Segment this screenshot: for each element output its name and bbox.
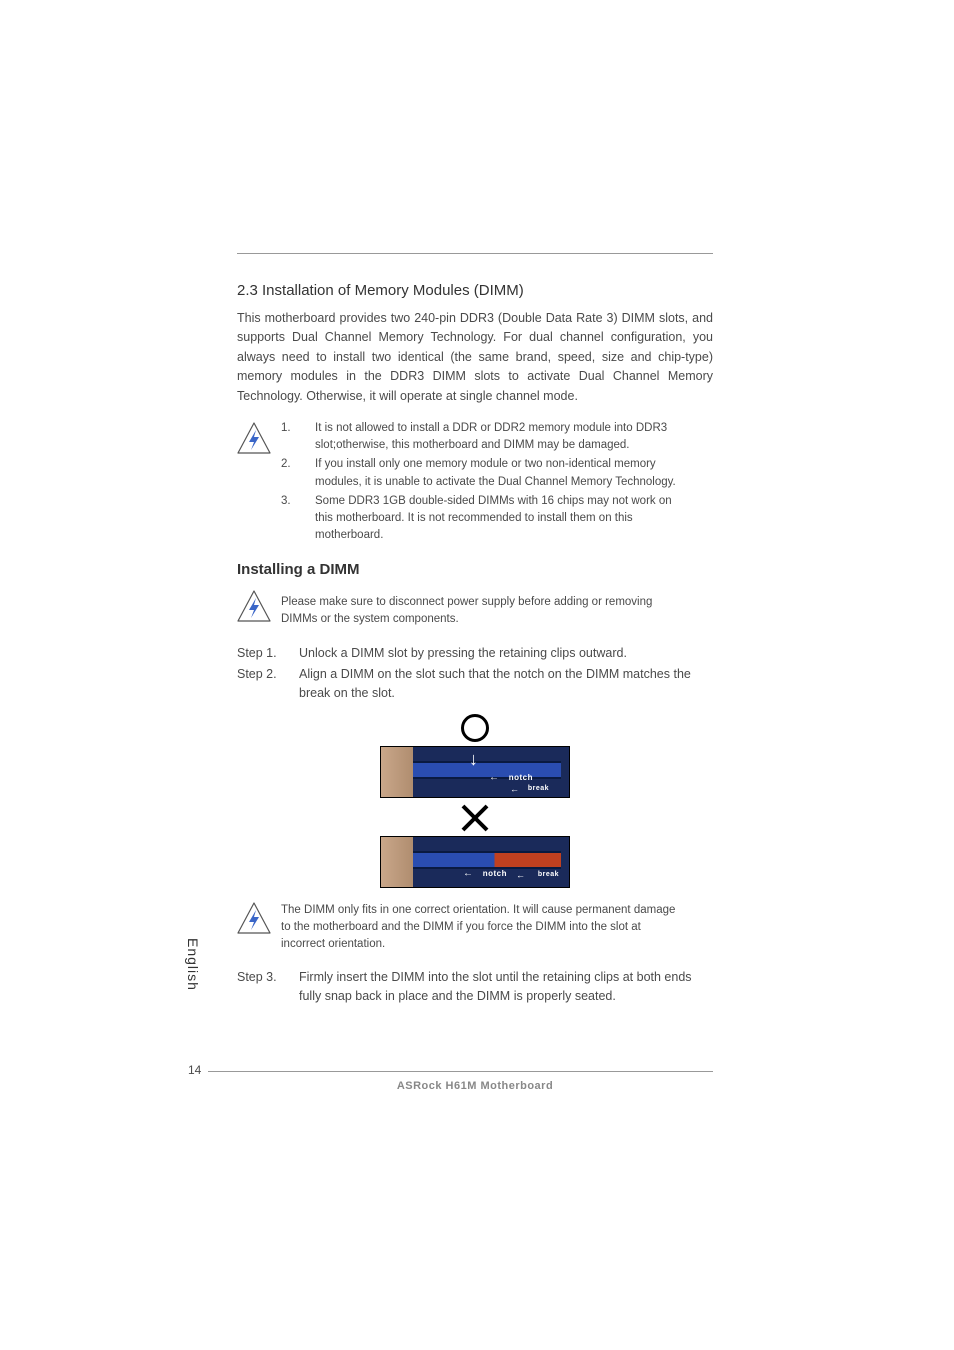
footer-text: ASRock H61M Motherboard: [237, 1080, 713, 1092]
incorrect-symbol-icon: [461, 804, 489, 832]
dimm-diagram: ↓ ← notch ← break ← notch ← break: [237, 714, 713, 888]
step3-label: Step 3.: [237, 968, 299, 1007]
step2-text: Align a DIMM on the slot such that the n…: [299, 665, 713, 704]
step1-text: Unlock a DIMM slot by pressing the retai…: [299, 644, 713, 663]
note2-text: If you install only one memory module or…: [315, 456, 713, 491]
page-number: 14: [188, 1063, 201, 1077]
dimm-correct-photo: ↓ ← notch ← break: [380, 746, 570, 798]
notch-label: notch: [483, 869, 507, 878]
step2-label: Step 2.: [237, 665, 299, 704]
note-block-3: The DIMM only fits in one correct orient…: [237, 900, 713, 954]
language-sidebar: English: [185, 938, 201, 991]
note-list-1: 1.It is not allowed to install a DDR or …: [281, 420, 713, 547]
top-rule: [237, 253, 713, 254]
note1-text: It is not allowed to install a DDR or DD…: [315, 420, 713, 455]
section-title: 2.3 Installation of Memory Modules (DIMM…: [237, 282, 713, 299]
note2-num: 2.: [281, 456, 315, 491]
arrow-down-icon: ↓: [469, 749, 478, 770]
note3-num: 3.: [281, 493, 315, 545]
note-disconnect-power: Please make sure to disconnect power sup…: [281, 588, 713, 629]
note1-num: 1.: [281, 420, 315, 455]
note-orientation: The DIMM only fits in one correct orient…: [281, 900, 713, 954]
note3-text: Some DDR3 1GB double-sided DIMMs with 16…: [315, 493, 713, 545]
note-block-2: Please make sure to disconnect power sup…: [237, 588, 713, 630]
notch-label: notch: [509, 773, 533, 782]
warning-icon: [237, 420, 281, 462]
footer-rule: [208, 1071, 713, 1072]
break-label: break: [538, 871, 559, 878]
step3-block: Step 3.Firmly insert the DIMM into the s…: [237, 968, 713, 1007]
warning-icon: [237, 588, 281, 630]
subheading-installing: Installing a DIMM: [237, 561, 713, 578]
step1-label: Step 1.: [237, 644, 299, 663]
step3-text: Firmly insert the DIMM into the slot unt…: [299, 968, 713, 1007]
warning-icon: [237, 900, 281, 942]
intro-paragraph: This motherboard provides two 240-pin DD…: [237, 309, 713, 406]
correct-symbol-icon: [461, 714, 489, 742]
dimm-incorrect-photo: ← notch ← break: [380, 836, 570, 888]
note-block-1: 1.It is not allowed to install a DDR or …: [237, 420, 713, 547]
steps-list: Step 1.Unlock a DIMM slot by pressing th…: [237, 644, 713, 704]
break-label: break: [528, 785, 549, 792]
